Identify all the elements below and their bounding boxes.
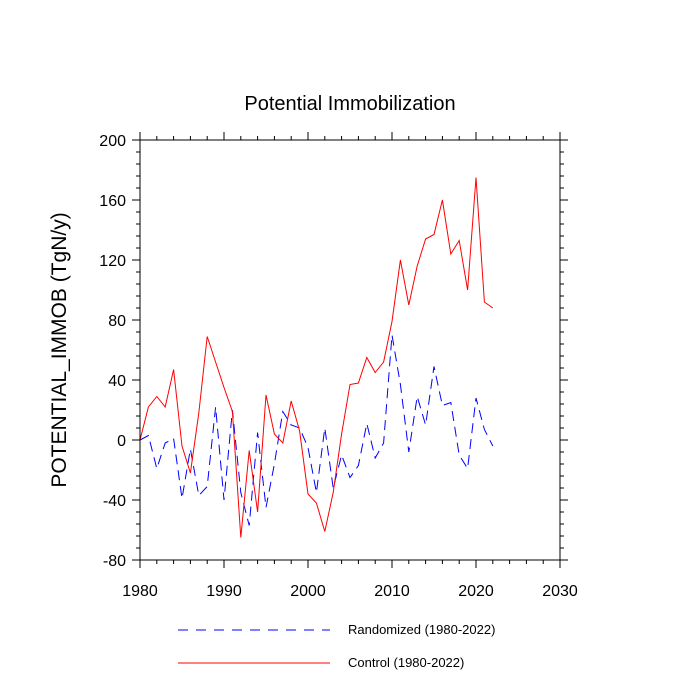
legend-label-control: Control (1980-2022) [348, 655, 464, 670]
y-tick-label: 0 [117, 433, 126, 450]
y-tick-label: -40 [103, 493, 126, 510]
axis-ticks [132, 132, 568, 568]
legend-label-randomized: Randomized (1980-2022) [348, 622, 495, 637]
y-tick-label: 80 [108, 313, 126, 330]
x-tick-label: 2020 [458, 583, 494, 600]
x-tick-label: 2030 [542, 583, 578, 600]
legend: Randomized (1980-2022) Control (1980-202… [178, 622, 495, 670]
x-tick-label: 2000 [290, 583, 326, 600]
y-tick-label: 120 [99, 253, 126, 270]
y-tick-label: 40 [108, 373, 126, 390]
tick-labels: -80 -40 0 40 80 120 160 200 1980 1990 2000 2010 2020… [99, 133, 578, 600]
x-tick-label: 1990 [206, 583, 242, 600]
y-tick-label: 200 [99, 133, 126, 150]
y-axis-label: POTENTIAL_IMMOB (TgN/y) [48, 212, 71, 487]
series-line-control [139, 177, 494, 538]
x-tick-label: 1980 [122, 583, 158, 600]
series-lines [139, 177, 494, 538]
series-line-randomized [139, 334, 494, 526]
y-tick-label: -80 [103, 553, 126, 570]
x-tick-label: 2010 [374, 583, 410, 600]
y-tick-label: 160 [99, 193, 126, 210]
plot-frame [139, 139, 561, 561]
chart-title: Potential Immobilization [244, 93, 455, 115]
